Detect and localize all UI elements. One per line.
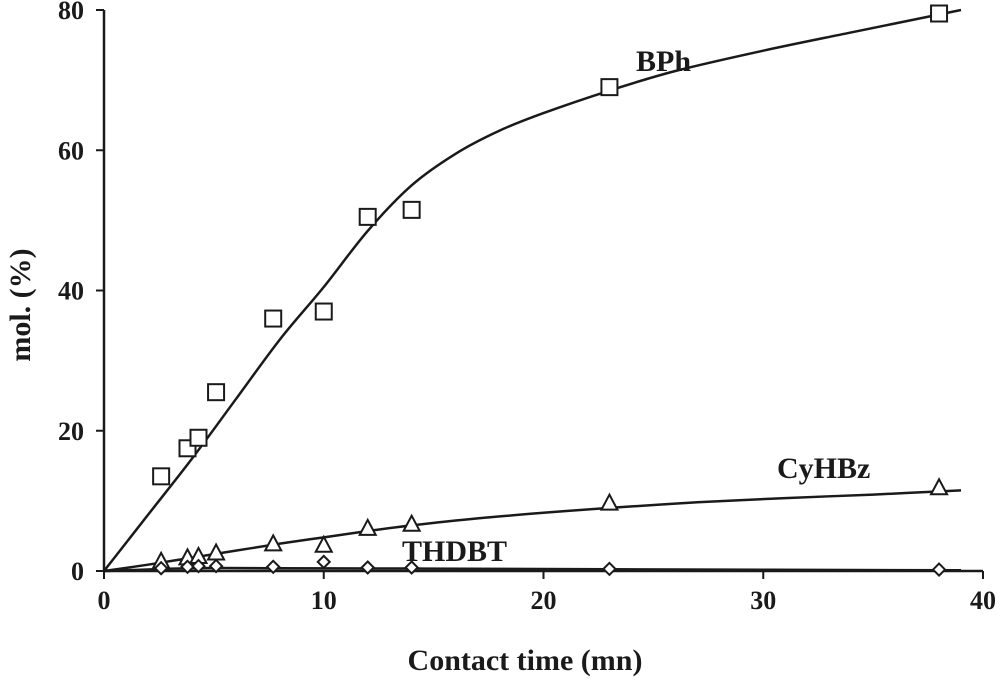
point-cyhbz [358,517,378,536]
point-cyhbz [263,533,283,552]
point-bph [152,467,171,486]
y-axis-title: mol. (%) [4,248,37,361]
point-thdbt [404,560,420,575]
point-thdbt [316,554,332,570]
point-thdbt [153,560,169,576]
point-cyhbz [401,513,422,532]
point-thdbt [265,559,281,575]
point-bph [358,207,377,226]
series-label-cyhbz: CyHBz [777,452,870,485]
y-tick-label: 60 [58,136,84,165]
x-tick-label: 20 [531,586,557,615]
point-cyhbz [929,477,949,496]
point-cyhbz [314,534,334,553]
point-bph [600,78,619,97]
x-tick-label: 40 [970,586,996,615]
point-thdbt [931,562,947,578]
y-tick-label: 40 [58,277,84,306]
point-thdbt [180,559,195,575]
y-tick-label: 80 [58,0,84,25]
x-tick-label: 0 [98,586,111,615]
point-bph [402,200,421,219]
y-tick-label: 20 [58,417,84,446]
point-thdbt [191,558,206,574]
labels: Contact time (mn) mol. (%) BPh CyHBz THD… [4,45,870,677]
data-markers [151,4,949,578]
x-tick-label: 30 [750,586,776,615]
fit-curve-cyhbz [103,489,962,573]
point-bph [930,4,949,23]
point-cyhbz [599,492,620,511]
fit-curves [103,8,962,573]
x-tick-label: 10 [311,586,337,615]
point-bph [189,428,208,447]
point-thdbt [208,558,224,574]
point-thdbt [602,561,617,577]
series-label-bph: BPh [636,45,691,78]
point-bph [264,309,283,328]
axes: 0 10 20 30 40 0 20 40 60 80 [58,0,996,615]
point-bph [207,383,226,402]
point-thdbt [360,560,376,575]
x-axis-title: Contact time (mn) [408,644,643,677]
fit-curve-bph [103,8,962,572]
series-label-thdbt: THDBT [402,535,507,568]
point-bph [314,302,333,321]
y-tick-label: 0 [71,557,84,586]
